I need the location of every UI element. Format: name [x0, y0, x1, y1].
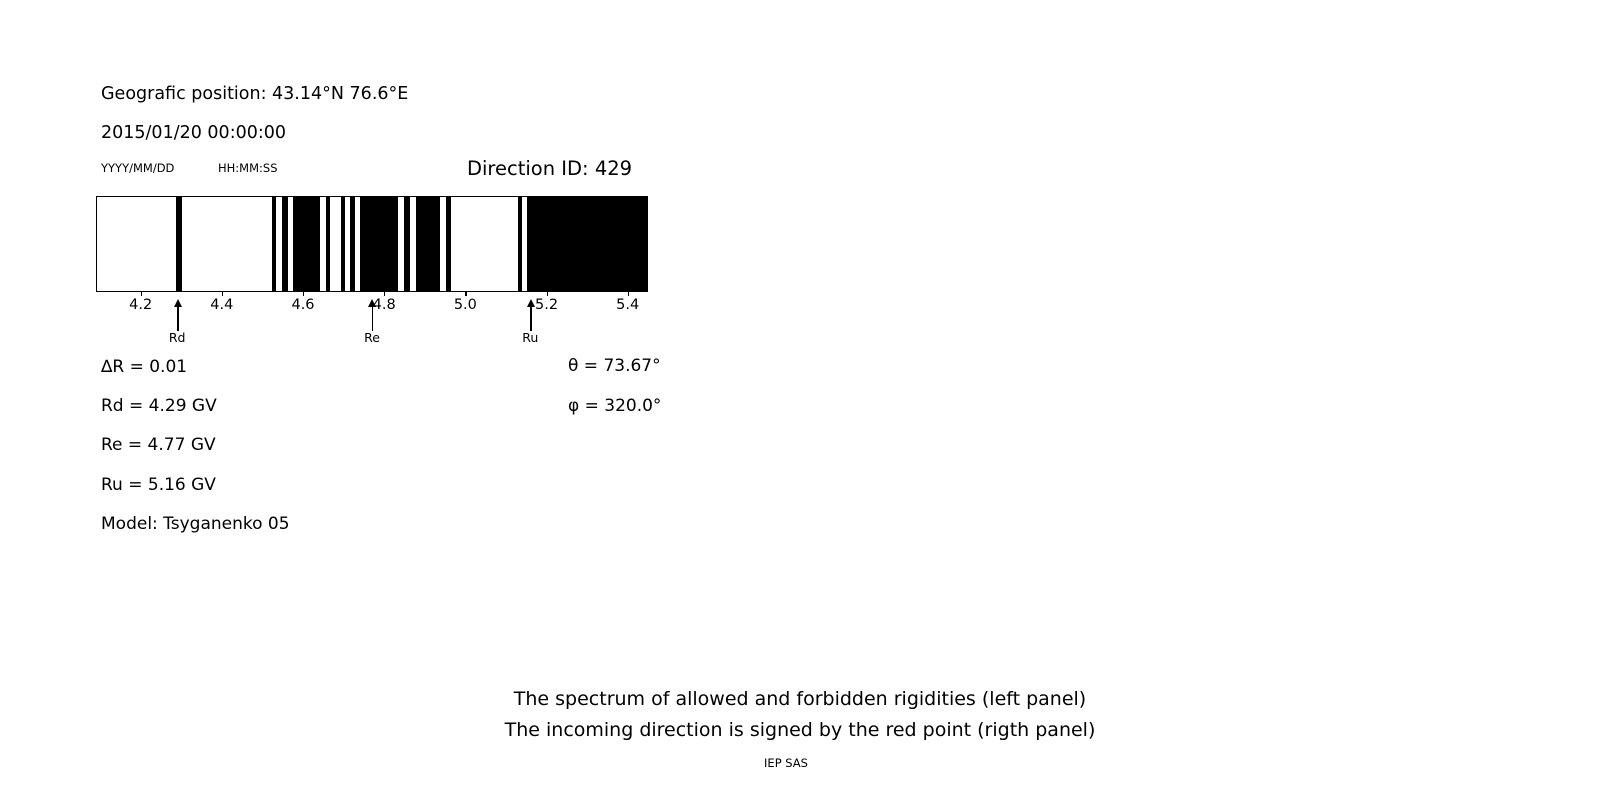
forbidden-band — [325, 197, 330, 291]
rigidity-spectrum-plot — [96, 196, 648, 292]
forbidden-band — [359, 197, 399, 291]
time-format-hint: HH:MM:SS — [218, 161, 278, 175]
forbidden-band — [527, 197, 647, 291]
rigidity-tick-mark — [465, 292, 467, 296]
rigidity-tick-label: 5.4 — [616, 297, 640, 313]
param-theta: θ = 73.67° — [568, 356, 661, 376]
rigidity-tick-mark — [140, 292, 142, 296]
rigidity-spectrum-panel: Geografic position: 43.14°N 76.6°E 2015/… — [0, 0, 760, 660]
forbidden-band — [416, 197, 441, 291]
rigidity-tick-mark — [384, 292, 386, 296]
direction-id-text: Direction ID: 429 — [467, 157, 633, 180]
forbidden-band — [518, 197, 523, 291]
caption-line-2: The incoming direction is signed by the … — [504, 719, 1096, 741]
rigidity-tick-label: 4.4 — [210, 297, 234, 313]
forbidden-band — [403, 197, 411, 291]
rigidity-tick-label: 4.6 — [291, 297, 315, 313]
forbidden-band — [446, 197, 451, 291]
rigidity-tick-label: 4.8 — [372, 297, 396, 313]
rigidity-tick-mark — [546, 292, 548, 296]
arrow-label: Rd — [168, 330, 186, 345]
param-rd: Rd = 4.29 GV — [101, 396, 217, 416]
forbidden-band — [292, 197, 321, 291]
direction-map-panel: −1.00−0.75−0.50−0.250.000.250.500.751.00… — [800, 0, 1600, 660]
arrow-up-icon — [173, 299, 182, 307]
param-re: Re = 4.77 GV — [101, 435, 216, 455]
arrow-up-icon — [526, 299, 535, 307]
param-delta-r: ∆R = 0.01 — [101, 357, 188, 377]
forbidden-band — [340, 197, 346, 291]
rigidity-tick-label: 5.2 — [534, 297, 559, 313]
date-format-hint: YYYY/MM/DD — [101, 161, 175, 175]
geographic-position-text: Geografic position: 43.14°N 76.6°E — [101, 84, 409, 104]
rigidity-tick-mark — [221, 292, 224, 296]
footer-credit: IEP SAS — [764, 756, 808, 770]
rigidity-tick-mark — [303, 292, 305, 296]
forbidden-band — [282, 197, 288, 291]
arrow-shaft — [530, 305, 532, 331]
param-model: Model: Tsyganenko 05 — [101, 514, 290, 534]
rigidity-axis-ticks: 4.2 4.4 4.6 4.8 5.0 5.2 5.4 — [96, 292, 648, 313]
forbidden-band — [350, 197, 356, 291]
arrow-shaft — [372, 305, 374, 331]
param-phi: φ = 320.0° — [568, 396, 662, 416]
rigidity-tick-label: 5.0 — [453, 297, 477, 313]
arrow-label: Ru — [522, 330, 539, 345]
rigidity-tick-mark — [627, 292, 629, 296]
forbidden-band — [271, 197, 277, 291]
param-ru: Ru = 5.16 GV — [101, 475, 216, 495]
arrow-up-icon — [368, 299, 377, 307]
forbidden-band — [176, 197, 183, 291]
rigidity-tick-label: 4.2 — [129, 297, 153, 313]
arrow-shaft — [177, 305, 179, 331]
caption-line-1: The spectrum of allowed and forbidden ri… — [513, 688, 1087, 710]
datetime-text: 2015/01/20 00:00:00 — [101, 123, 287, 143]
arrow-label: Re — [364, 330, 380, 345]
